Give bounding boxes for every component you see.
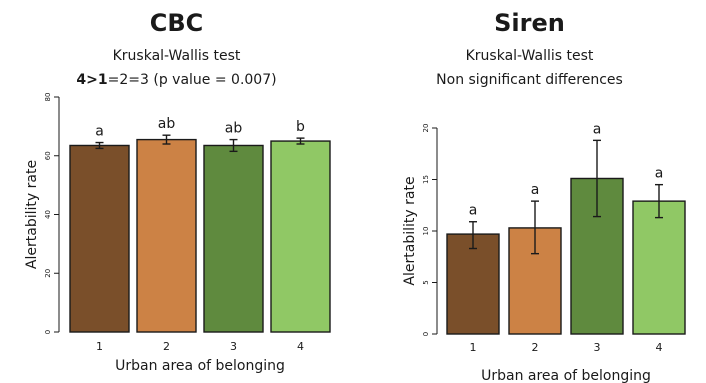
y-tick-label: 80 xyxy=(44,93,52,102)
x-tick-label: 2 xyxy=(163,340,170,353)
significance-letter: a xyxy=(655,166,664,182)
y-axis-title: Alertability rate xyxy=(24,160,40,269)
bar xyxy=(632,200,686,335)
significance-letter: ab xyxy=(225,121,243,137)
y-tick-label: 40 xyxy=(44,210,52,219)
chart-subtitle-line-1: Kruskal-Wallis test xyxy=(0,47,353,65)
x-tick-label: 4 xyxy=(656,341,663,354)
y-tick-label: 15 xyxy=(422,175,430,184)
significance-letter: ab xyxy=(158,116,176,132)
significance-letter: a xyxy=(593,121,602,137)
y-tick-label: 10 xyxy=(422,227,430,236)
significance-letter: a xyxy=(531,182,540,198)
x-tick-label: 3 xyxy=(230,340,237,353)
bar xyxy=(69,144,130,333)
bar xyxy=(270,140,331,333)
y-tick-label: 0 xyxy=(422,332,430,336)
significance-letter: a xyxy=(95,124,104,140)
plot-area: 0 5 10 15 20 Alertability rate a 1 a 2 a 3 a 4 Urban a… xyxy=(402,121,686,383)
x-tick-label: 1 xyxy=(96,340,103,353)
y-tick-label: 20 xyxy=(422,124,430,133)
y-tick-label: 5 xyxy=(422,280,430,284)
y-tick-label: 0 xyxy=(44,330,52,334)
chart-siren: Siren Kruskal-Wallis test Non significan… xyxy=(353,0,706,383)
y-tick-label: 60 xyxy=(44,151,52,160)
y-axis-title: Alertability rate xyxy=(402,176,418,285)
chart-subtitle-line-2: 4>1=2=3 (p value = 0.007) xyxy=(0,71,353,89)
bar xyxy=(136,138,197,333)
x-tick-label: 3 xyxy=(594,341,601,354)
chart-subtitle-line-2: Non significant differences xyxy=(353,71,706,89)
subtitle-text-part: Kruskal-Wallis test xyxy=(465,48,594,64)
bar xyxy=(203,144,264,333)
chart-title: Siren xyxy=(494,9,565,37)
x-tick-label: 2 xyxy=(532,341,539,354)
x-axis-title: Urban area of belonging xyxy=(115,358,285,374)
x-tick-label: 1 xyxy=(470,341,477,354)
x-axis-title: Urban area of belonging xyxy=(481,368,651,383)
subtitle-text-part: =2=3 (p value = 0.007) xyxy=(107,72,277,88)
bar xyxy=(446,233,500,335)
subtitle-text-part: Non significant differences xyxy=(436,72,623,88)
chart-title: CBC xyxy=(149,9,204,37)
significance-letter: b xyxy=(296,119,305,135)
x-tick-label: 4 xyxy=(297,340,304,353)
subtitle-bold-part: 4>1 xyxy=(76,72,108,88)
plot-area: 0 20 40 60 80 Alertability rate a 1 ab 2 ab 3 b 4 Urba… xyxy=(24,93,331,374)
significance-letter: a xyxy=(469,203,478,219)
subtitle-text-part: Kruskal-Wallis test xyxy=(112,48,241,64)
y-tick-label: 20 xyxy=(44,269,52,278)
chart-cbc: CBC Kruskal-Wallis test 4>1=2=3 (p value… xyxy=(0,9,353,374)
chart-subtitle-line-1: Kruskal-Wallis test xyxy=(353,47,706,65)
